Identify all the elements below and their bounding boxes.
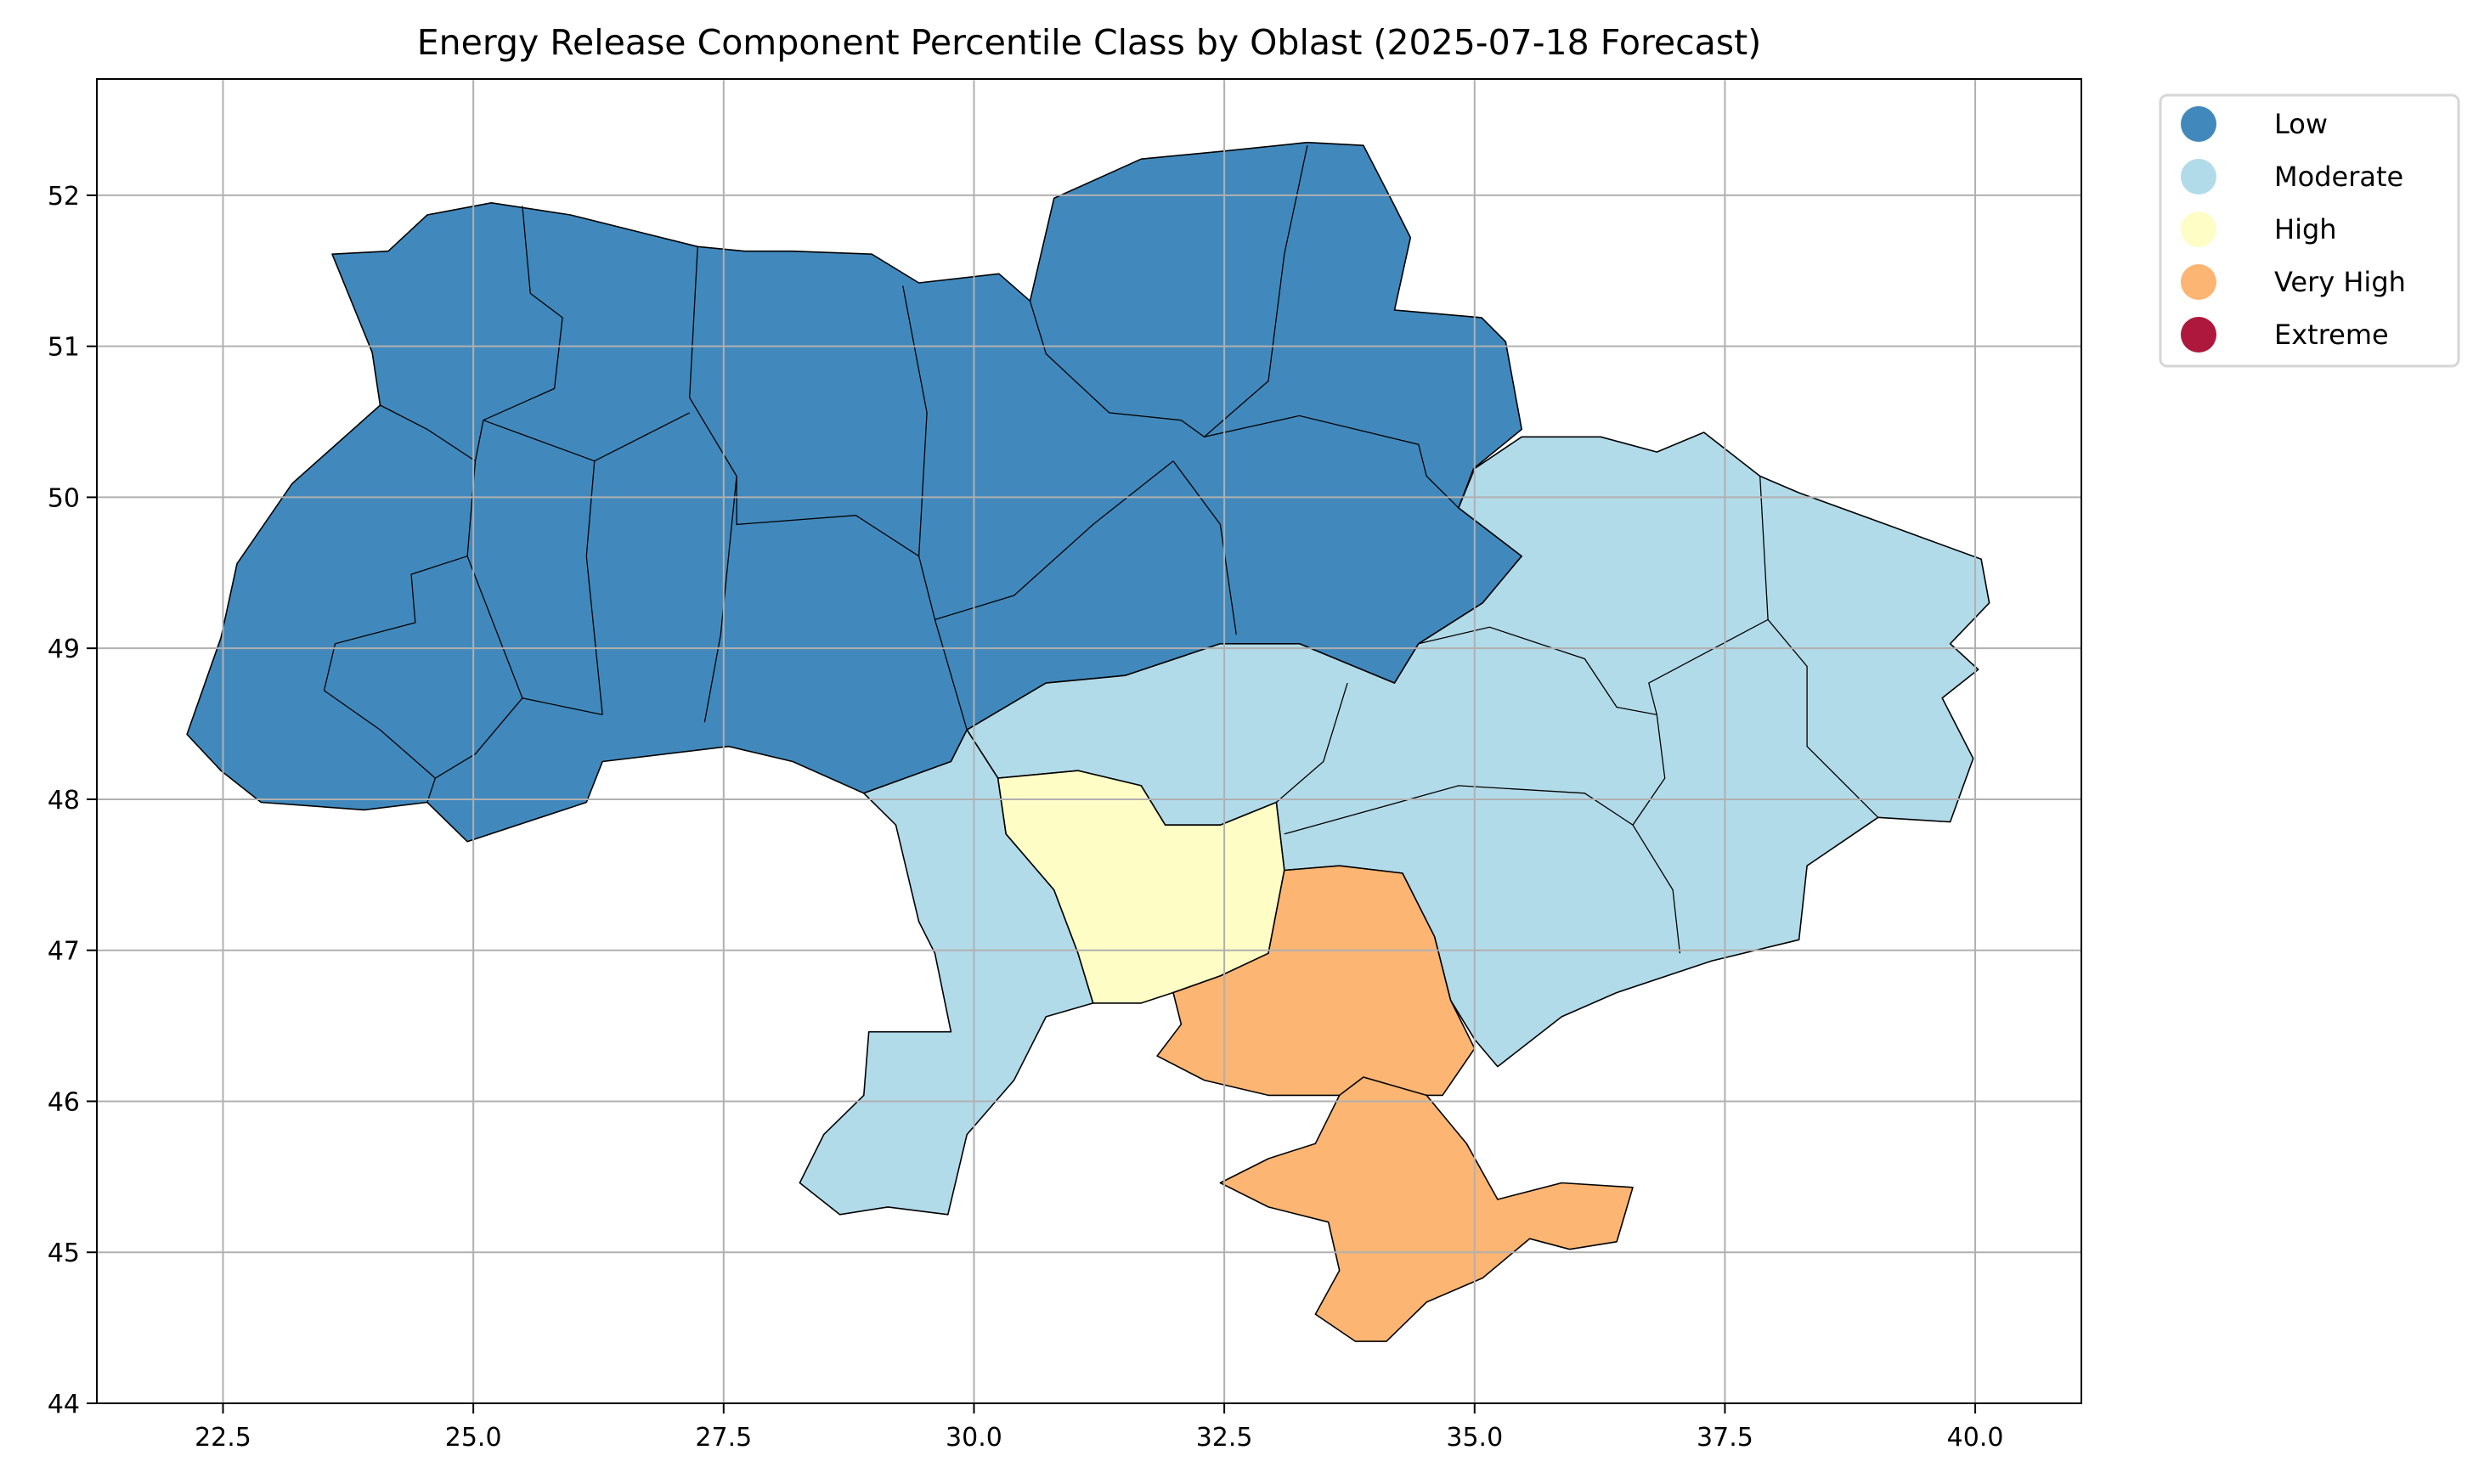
oblast-border [435, 697, 523, 779]
legend-label: Extreme [2274, 319, 2389, 351]
legend-label: High [2274, 213, 2337, 245]
legend-marker-icon [2181, 264, 2216, 300]
x-tick-label: 27.5 [695, 1423, 752, 1453]
oblast-border [585, 460, 603, 715]
legend-label: Moderate [2274, 161, 2403, 193]
axes-frame [96, 78, 2082, 1404]
internal-borders-layer [323, 145, 1879, 954]
oblast-border [1632, 714, 1681, 954]
regions-layer [186, 141, 1990, 1342]
legend-item: Low [2181, 106, 2328, 142]
legend-item: Extreme [2181, 317, 2389, 353]
x-tick-label: 35.0 [1446, 1423, 1503, 1453]
legend-label: Very High [2274, 266, 2406, 298]
oblast-border [1204, 145, 1308, 437]
y-tick-label: 52 [48, 182, 80, 212]
legend-marker-icon [2181, 317, 2216, 353]
legend-marker-icon [2181, 212, 2216, 247]
legend-item: Moderate [2181, 159, 2403, 195]
legend-marker-icon [2181, 106, 2216, 142]
x-tick-label: 37.5 [1697, 1423, 1753, 1453]
legend-box [2159, 93, 2460, 368]
x-tick-label: 30.0 [946, 1423, 1002, 1453]
oblast-border [483, 412, 690, 462]
oblast-border [1418, 626, 1657, 716]
legend-marker-icon [2181, 159, 2216, 195]
y-tick-label: 46 [48, 1087, 80, 1117]
region-crimea [1219, 1076, 1634, 1342]
y-tick-label: 48 [48, 786, 80, 815]
oblast-border [323, 404, 477, 691]
oblast-border [736, 476, 919, 557]
oblast-border [1172, 460, 1237, 635]
oblast-border [689, 246, 737, 477]
oblast-border [324, 690, 437, 803]
oblast-border [1284, 785, 1634, 835]
legend-label: Low [2274, 108, 2328, 140]
x-tick-label: 40.0 [1947, 1423, 2004, 1453]
oblast-border [1648, 476, 1769, 715]
y-axis: 44 45 46 47 48 49 50 51 52 [48, 182, 97, 1419]
oblast-border [1275, 682, 1348, 803]
x-axis: 22.5 25.0 27.5 30.0 32.5 35.0 37.5 40.0 [195, 1403, 2003, 1453]
y-tick-label: 50 [48, 483, 80, 513]
x-tick-label: 32.5 [1196, 1423, 1253, 1453]
legend-item: Very High [2181, 264, 2406, 300]
y-tick-label: 47 [48, 937, 80, 967]
region-eastern-central-oblasts [966, 432, 1990, 1068]
oblast-border [474, 206, 563, 461]
y-tick-label: 44 [48, 1390, 80, 1419]
oblast-border [703, 476, 737, 723]
x-tick-label: 25.0 [445, 1423, 502, 1453]
region-north-west-central-oblasts [186, 141, 1522, 843]
y-tick-label: 51 [48, 333, 80, 363]
legend-item: High [2181, 212, 2337, 247]
legend: Low Moderate High Very High Extreme [2159, 93, 2460, 368]
region-kherson-oblast [1156, 865, 1476, 1097]
y-tick-label: 45 [48, 1239, 80, 1268]
oblast-border [1029, 301, 1182, 421]
chart-title: Energy Release Component Percentile Clas… [417, 22, 1761, 63]
oblast-border [902, 285, 928, 556]
x-tick-label: 22.5 [195, 1423, 251, 1453]
map-plot-area [97, 79, 2081, 1404]
oblast-border [1767, 618, 1879, 818]
oblast-border [1181, 415, 1460, 509]
y-tick-label: 49 [48, 635, 80, 664]
